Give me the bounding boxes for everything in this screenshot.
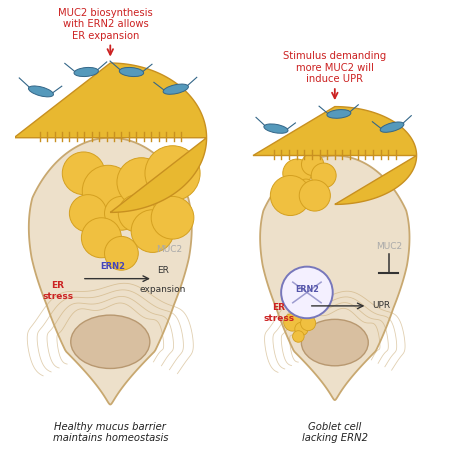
Ellipse shape bbox=[145, 146, 200, 201]
Text: stress: stress bbox=[264, 314, 295, 323]
Ellipse shape bbox=[264, 124, 288, 133]
Ellipse shape bbox=[163, 84, 189, 94]
Ellipse shape bbox=[69, 195, 107, 232]
Text: MUC2: MUC2 bbox=[156, 245, 182, 254]
Ellipse shape bbox=[380, 122, 404, 133]
Text: Goblet cell
lacking ERN2: Goblet cell lacking ERN2 bbox=[302, 421, 368, 443]
Polygon shape bbox=[14, 63, 207, 213]
Ellipse shape bbox=[74, 68, 99, 77]
Ellipse shape bbox=[119, 68, 144, 77]
Ellipse shape bbox=[301, 319, 368, 366]
Ellipse shape bbox=[118, 195, 155, 232]
Ellipse shape bbox=[28, 86, 54, 97]
Ellipse shape bbox=[82, 218, 121, 258]
Ellipse shape bbox=[131, 210, 174, 252]
Text: UPR: UPR bbox=[372, 302, 390, 310]
Ellipse shape bbox=[143, 181, 180, 218]
Polygon shape bbox=[29, 138, 192, 404]
Text: ERN2: ERN2 bbox=[100, 262, 125, 271]
Text: ER: ER bbox=[51, 281, 64, 290]
Text: Healthy mucus barrier
maintains homeostasis: Healthy mucus barrier maintains homeosta… bbox=[53, 421, 168, 443]
Text: MUC2 biosynthesis
with ERN2 allows
ER expansion: MUC2 biosynthesis with ERN2 allows ER ex… bbox=[58, 8, 153, 41]
Polygon shape bbox=[253, 106, 417, 204]
Ellipse shape bbox=[281, 266, 333, 318]
Polygon shape bbox=[260, 155, 410, 400]
Text: expansion: expansion bbox=[140, 285, 186, 294]
Ellipse shape bbox=[292, 331, 304, 342]
Ellipse shape bbox=[270, 175, 310, 216]
Ellipse shape bbox=[104, 236, 138, 270]
Ellipse shape bbox=[299, 180, 330, 211]
Ellipse shape bbox=[283, 159, 311, 187]
Text: Stimulus demanding
more MUC2 will
induce UPR: Stimulus demanding more MUC2 will induce… bbox=[283, 51, 386, 85]
Ellipse shape bbox=[151, 197, 194, 239]
Ellipse shape bbox=[311, 163, 336, 188]
Text: ER: ER bbox=[157, 266, 169, 275]
Text: ER: ER bbox=[273, 303, 285, 312]
Text: MUC2: MUC2 bbox=[375, 242, 402, 251]
Ellipse shape bbox=[301, 153, 324, 175]
Text: ERN2: ERN2 bbox=[295, 285, 319, 294]
Ellipse shape bbox=[62, 152, 105, 195]
Ellipse shape bbox=[71, 315, 150, 368]
Ellipse shape bbox=[82, 165, 134, 217]
Ellipse shape bbox=[104, 197, 138, 230]
Ellipse shape bbox=[117, 158, 166, 207]
Text: stress: stress bbox=[42, 292, 73, 301]
Ellipse shape bbox=[296, 179, 316, 199]
Ellipse shape bbox=[295, 322, 308, 335]
Ellipse shape bbox=[327, 110, 351, 118]
Ellipse shape bbox=[283, 314, 301, 331]
Ellipse shape bbox=[301, 316, 316, 331]
